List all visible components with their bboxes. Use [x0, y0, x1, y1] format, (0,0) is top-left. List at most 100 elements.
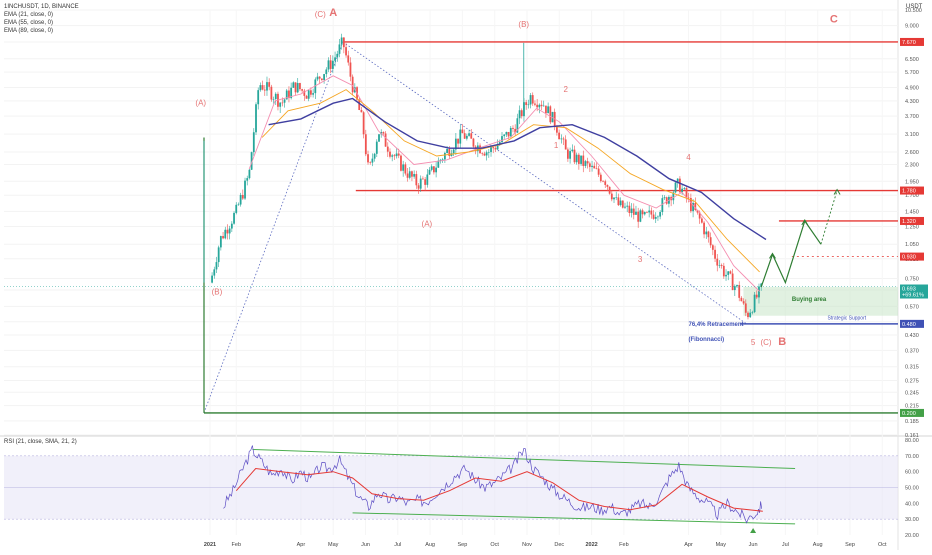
candle-body [422, 178, 424, 180]
candle-body [448, 149, 451, 156]
rsi-tick-label: 50.00 [905, 486, 919, 492]
candle-body [562, 138, 565, 140]
candle-body [342, 37, 345, 48]
rsi-legend: RSI (21, close, SMA, 21, 2) [4, 439, 77, 445]
candle-body [753, 294, 756, 313]
candle-body [413, 174, 416, 177]
candle-body [494, 148, 497, 150]
price-tick-label: 0.161 [905, 433, 919, 439]
candle-body [545, 105, 547, 114]
candle-body [696, 209, 699, 213]
candle-body [487, 152, 490, 153]
candle-body [299, 83, 301, 90]
candle-body [241, 194, 244, 199]
candle-body [659, 212, 662, 217]
price-tick-label: 0.275 [905, 379, 919, 385]
candle-body [760, 283, 763, 287]
candle-body [222, 236, 224, 239]
wave-label: 3 [638, 255, 643, 264]
time-tick-label: Apr [297, 542, 306, 548]
candle-body [547, 106, 550, 114]
price-tick-label: 6.500 [905, 57, 919, 63]
price-axis: 10.500 9.000 7.670 6.500 5.700 4.900 4.300 3.70… [900, 8, 928, 439]
price-tick-label: 2.600 [905, 150, 919, 156]
candle-body [318, 76, 321, 79]
candle-body [336, 53, 339, 58]
candle-body [736, 285, 738, 287]
candle-body [507, 131, 510, 137]
candle-body [404, 164, 407, 174]
candle-body [433, 166, 435, 173]
candle-body [503, 134, 506, 137]
candle-body [463, 133, 466, 139]
candle-body [509, 127, 512, 137]
candle-body [527, 104, 530, 106]
candle-body [722, 265, 725, 277]
candle-body [288, 90, 290, 99]
candle-body [378, 134, 380, 142]
price-level-label: 1.320 [902, 219, 916, 225]
candle-body [591, 165, 593, 167]
candle-body [551, 111, 554, 123]
candle-body [588, 163, 591, 167]
candle-body [244, 180, 246, 199]
wave-label: (A) [195, 99, 206, 108]
price-tick-label: 0.245 [905, 390, 919, 396]
candle-body [364, 134, 367, 155]
current-price-label: 0.693 [902, 287, 916, 293]
price-level-badge [900, 408, 924, 417]
candle-body [610, 193, 613, 200]
candle-body [512, 127, 514, 129]
candle-body [228, 228, 231, 234]
price-tick-label: 5.700 [905, 70, 919, 76]
candle-body [255, 104, 257, 133]
candle-body [285, 90, 288, 100]
price-tick-label: 3.100 [905, 132, 919, 138]
price-tick-label: 10.500 [905, 8, 922, 14]
time-tick-label: Jul [782, 542, 789, 548]
candle-body [248, 169, 251, 179]
candle-body [650, 210, 653, 215]
candle-body [711, 245, 714, 250]
candle-body [402, 164, 405, 171]
candle-body [226, 229, 229, 234]
wave-label: (A) [422, 220, 433, 229]
candle-body [679, 178, 681, 193]
candle-body [707, 231, 710, 238]
candle-body [316, 76, 319, 80]
candle-body [393, 155, 396, 157]
candle-body [694, 202, 697, 210]
candle-body [518, 110, 521, 119]
candle-body [613, 197, 615, 200]
wave-label: (B) [212, 288, 223, 297]
candle-body [459, 129, 462, 144]
price-level-label: 1.780 [902, 189, 916, 195]
candle-body [230, 223, 233, 229]
time-tick-label: Apr [684, 542, 693, 548]
buying-area-zone [743, 286, 898, 316]
rsi-ma-line [235, 467, 763, 512]
candle-body [731, 273, 734, 291]
candle-body [705, 231, 708, 235]
ema21-line [248, 75, 760, 292]
candle-body [351, 76, 354, 93]
time-axis: 2021 Feb Apr May Jun Jul Aug Sep Oct Nov Dec 2022 Fe… [204, 542, 887, 548]
price-pane: (C) A(A)(B)21(A)43C(B)5 (C) B76,4% Retracem… [4, 7, 898, 414]
candle-body [345, 47, 347, 56]
candle-body [505, 131, 508, 135]
candle-body [608, 186, 611, 194]
candle-body [375, 141, 378, 154]
rsi-channel-line [252, 449, 796, 469]
candle-body [496, 144, 499, 150]
time-tick-label: Sep [458, 542, 468, 548]
time-tick-label: Sep [845, 542, 855, 548]
candle-body [749, 312, 752, 318]
time-tick-label: Jun [361, 542, 370, 548]
time-tick-label: Oct [490, 542, 499, 548]
candle-body [584, 161, 587, 166]
candle-body [441, 159, 444, 160]
candle-body [406, 173, 409, 178]
candle-body [312, 93, 315, 95]
candle-body [564, 139, 567, 150]
